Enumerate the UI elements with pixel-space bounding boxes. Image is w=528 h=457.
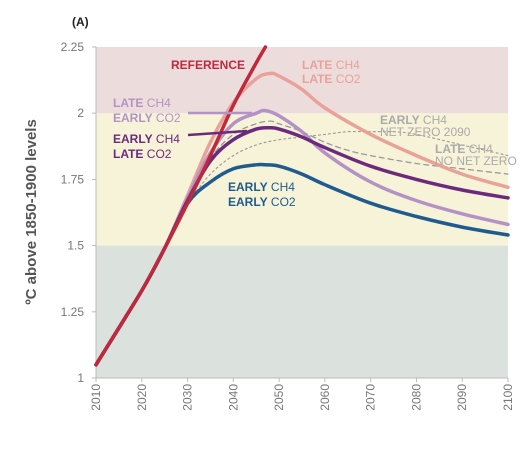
series-label-bold: EARLY — [113, 111, 153, 125]
x-tick-label: 2100 — [501, 384, 515, 411]
series-label-bold: LATE — [435, 142, 465, 156]
series-label-late-ch4-late-co2: LATE CH4 — [302, 58, 360, 72]
x-tick-label: 2050 — [272, 384, 286, 411]
y-tick-label: 2.25 — [61, 40, 85, 54]
x-tick-label: 2070 — [364, 384, 378, 411]
series-label-bold: EARLY — [113, 132, 153, 146]
series-label-text: CO2 — [332, 72, 360, 86]
series-label-text: NO NET ZERO — [435, 154, 517, 168]
series-label-late-ch4-late-co2: LATE CO2 — [302, 72, 361, 86]
series-label-early-ch4-late-co2: EARLY CH4 — [113, 132, 180, 146]
series-label-text: CO2 — [143, 147, 171, 161]
series-label-early-ch4-net-zero-2090: NET ZERO 2090 — [380, 125, 471, 139]
x-axis-ticks: 2010 2020 2030 2040 2050 2060 2070 2080 2090 2100 — [89, 378, 515, 411]
series-label-text: CO2 — [268, 195, 296, 209]
x-tick-label: 2030 — [181, 384, 195, 411]
series-label-early-ch4-late-co2: LATE CO2 — [113, 147, 172, 161]
y-tick-label: 1 — [77, 371, 84, 385]
series-label-text: CH4 — [332, 58, 360, 72]
y-tick-label: 1.75 — [61, 172, 85, 186]
series-label-text: CH4 — [143, 96, 171, 110]
label-leader-lines — [187, 111, 252, 137]
series-label-late-ch4-no-net-zero: NO NET ZERO — [435, 154, 517, 168]
y-tick-label: 1.25 — [61, 305, 85, 319]
y-tick-label: 2 — [77, 106, 84, 120]
series-label-text: CH4 — [465, 142, 493, 156]
x-tick-label: 2010 — [89, 384, 103, 411]
series-line-late-ch4-no-net-zero — [187, 130, 509, 204]
series-label-bold: EARLY — [380, 113, 420, 127]
x-tick-label: 2060 — [318, 384, 332, 411]
band-2 — [96, 47, 508, 114]
band-0 — [96, 245, 508, 378]
series-label-bold: LATE — [113, 96, 143, 110]
series-label-late-ch4-early-co2: EARLY CO2 — [113, 111, 181, 125]
series-line-early-ch4-net-zero-2090 — [186, 120, 509, 199]
series-label-late-ch4-early-co2: LATE CH4 — [113, 96, 171, 110]
series-label-late-ch4-no-net-zero: LATE CH4 — [435, 142, 493, 156]
series-label-text: CH4 — [153, 132, 181, 146]
series-lines — [94, 45, 510, 367]
series-label-text: CH4 — [420, 113, 448, 127]
series-label-bold: REFERENCE — [171, 58, 245, 72]
series-label-bold: EARLY — [228, 195, 268, 209]
panel-label: (A) — [72, 15, 89, 29]
x-tick-label: 2080 — [409, 384, 423, 411]
series-label-early-ch4-early-co2: EARLY CO2 — [228, 195, 296, 209]
series-label-text: NET ZERO 2090 — [380, 125, 471, 139]
y-tick-label: 1.5 — [67, 239, 84, 253]
leader-line-early-ch4-late-co2 — [187, 129, 248, 137]
series-label-early-ch4-early-co2: EARLY CH4 — [228, 180, 295, 194]
x-tick-label: 2040 — [226, 384, 240, 411]
series-label-text: CH4 — [268, 180, 296, 194]
y-axis-label: ºC above 1850-1900 levels — [23, 119, 40, 305]
x-tick-label: 2090 — [455, 384, 469, 411]
y-axis-ticks: 1 1.25 1.5 1.75 2 2.25 — [61, 40, 96, 385]
series-label-bold: LATE — [113, 147, 143, 161]
axis-lines — [95, 47, 508, 379]
series-label-reference: REFERENCE — [171, 58, 245, 72]
series-label-early-ch4-net-zero-2090: EARLY CH4 — [380, 113, 447, 127]
series-label-bold: EARLY — [228, 180, 268, 194]
series-label-bold: LATE — [302, 58, 332, 72]
series-line-reference — [94, 45, 268, 367]
x-tick-label: 2020 — [135, 384, 149, 411]
series-label-text: CO2 — [153, 111, 181, 125]
series-label-bold: LATE — [302, 72, 332, 86]
